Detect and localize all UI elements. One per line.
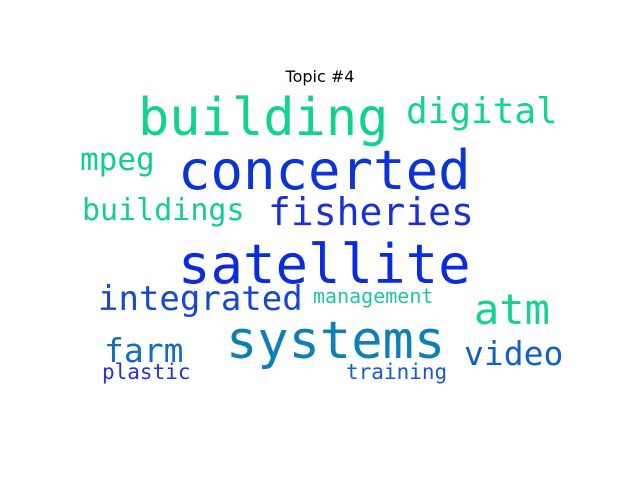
word-plastic: plastic (102, 360, 191, 384)
word-training: training (346, 360, 448, 384)
word-mpeg: mpeg (80, 142, 155, 178)
word-management: management (313, 284, 434, 308)
word-farm: farm (104, 331, 184, 370)
word-fisheries: fisheries (268, 190, 474, 234)
word-buildings: buildings (82, 193, 245, 228)
word-building: building (138, 88, 389, 148)
word-video: video (464, 334, 564, 373)
word-satellite: satellite (178, 233, 471, 296)
chart-title: Topic #4 (285, 67, 355, 86)
word-systems: systems (226, 311, 446, 371)
word-atm: atm (474, 285, 550, 334)
word-integrated: integrated (98, 279, 303, 319)
word-digital: digital (406, 91, 558, 132)
word-concerted: concerted (178, 139, 471, 202)
